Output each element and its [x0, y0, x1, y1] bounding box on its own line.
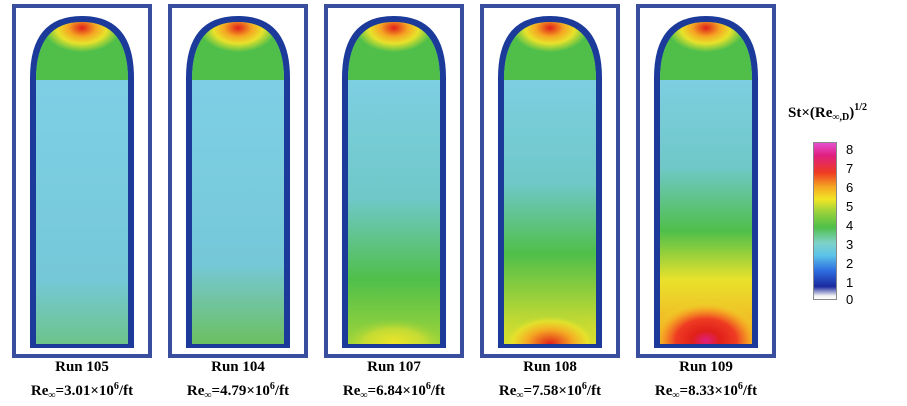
re-subscript: ∞: [672, 390, 680, 401]
re-exponent: 6: [737, 381, 743, 392]
colorbar-tick: 8: [846, 142, 854, 157]
reynolds-label: Re∞=8.33×106/ft: [631, 378, 781, 405]
reynolds-label: Re∞=7.58×106/ft: [475, 378, 625, 405]
re-value: =6.84×10: [367, 383, 426, 399]
colorbar-tick: 6: [846, 180, 854, 195]
heat-map-run-108: [498, 16, 602, 348]
re-symbol: Re: [654, 383, 673, 399]
panel-run-108: [480, 4, 620, 358]
panel-run-104: [168, 4, 308, 358]
re-symbol: Re: [186, 383, 205, 399]
colorbar-title: St×(Re∞,D)1/2: [788, 102, 867, 123]
run-label: Run 107: [367, 359, 421, 375]
re-unit: /ft: [430, 383, 446, 399]
run-label: Run 109: [679, 359, 733, 375]
colorbar-title-close: ): [849, 105, 855, 121]
panel-run-105: [12, 4, 152, 358]
re-unit: /ft: [586, 383, 602, 399]
re-unit: /ft: [118, 383, 134, 399]
re-subscript: ∞: [48, 390, 56, 401]
colorbar-title-subscript: ∞,D: [832, 112, 850, 123]
panel-run-107: [324, 4, 464, 358]
heat-map-run-105: [30, 16, 134, 348]
re-subscript: ∞: [360, 390, 368, 401]
colorbar-tick: 1: [846, 275, 854, 290]
colorbar-tick: 4: [846, 218, 854, 233]
re-subscript: ∞: [204, 390, 212, 401]
panel-run-109: [636, 4, 776, 358]
re-exponent: 6: [269, 381, 275, 392]
re-exponent: 6: [113, 381, 119, 392]
re-symbol: Re: [30, 383, 49, 399]
re-unit: /ft: [742, 383, 758, 399]
heat-map-run-109: [654, 16, 758, 348]
reynolds-label: Re∞=6.84×106/ft: [319, 378, 469, 405]
re-symbol: Re: [498, 383, 517, 399]
re-unit: /ft: [274, 383, 290, 399]
colorbar-tick: 5: [846, 199, 854, 214]
heat-map-run-104: [186, 16, 290, 348]
re-value: =3.01×10: [55, 383, 114, 399]
re-symbol: Re: [342, 383, 361, 399]
colorbar-title-prefix: St×(Re: [788, 105, 833, 121]
run-label: Run 105: [55, 359, 109, 375]
re-value: =4.79×10: [211, 383, 270, 399]
reynolds-label: Re∞=4.79×106/ft: [163, 378, 313, 405]
heat-map-run-107: [342, 16, 446, 348]
run-label: Run 104: [211, 359, 265, 375]
colorbar-tick: 0: [846, 292, 854, 307]
colorbar-tick: 7: [846, 161, 854, 176]
re-value: =7.58×10: [523, 383, 582, 399]
reynolds-label: Re∞=3.01×106/ft: [7, 378, 157, 405]
colorbar-title-exponent: 1/2: [854, 102, 868, 113]
colorbar-tick: 2: [846, 256, 854, 271]
re-subscript: ∞: [516, 390, 524, 401]
colorbar-gradient: [813, 142, 837, 300]
re-exponent: 6: [425, 381, 431, 392]
colorbar-tick: 3: [846, 237, 854, 252]
re-value: =8.33×10: [679, 383, 738, 399]
re-exponent: 6: [581, 381, 587, 392]
run-label: Run 108: [523, 359, 577, 375]
